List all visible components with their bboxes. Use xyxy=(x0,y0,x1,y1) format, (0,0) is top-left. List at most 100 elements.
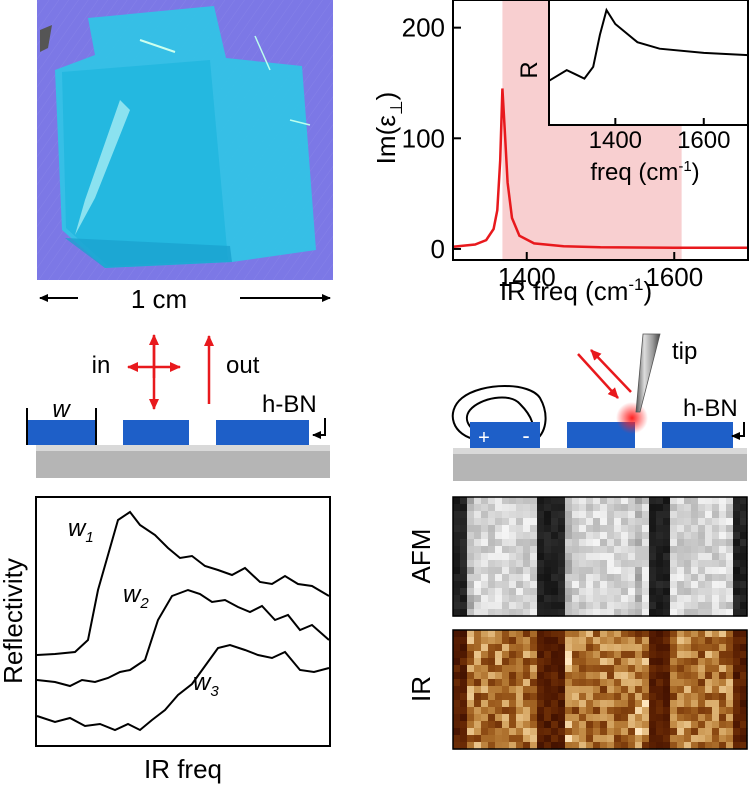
ir-pixel xyxy=(467,686,475,694)
ir-pixel xyxy=(488,742,496,750)
ir-pixel xyxy=(642,700,650,708)
ir-pixel xyxy=(684,658,692,666)
afm-pixel xyxy=(740,588,748,596)
ir-pixel xyxy=(474,686,482,694)
ir-pixel xyxy=(551,707,559,715)
ir-pixel xyxy=(691,637,699,645)
afm-pixel xyxy=(607,588,615,596)
afm-pixel xyxy=(453,539,461,547)
ir-pixel xyxy=(621,637,629,645)
afm-pixel xyxy=(453,511,461,519)
afm-pixel xyxy=(677,497,685,505)
ir-pixel xyxy=(670,700,678,708)
ir-pixel xyxy=(579,637,587,645)
afm-pixel xyxy=(509,567,517,575)
afm-pixel xyxy=(740,511,748,519)
ir-pixel xyxy=(516,686,524,694)
ir-pixel xyxy=(705,637,713,645)
ir-pixel xyxy=(544,651,552,659)
ir-pixel xyxy=(733,700,741,708)
ir-pixel xyxy=(614,630,622,638)
scale-bar: 1 cm xyxy=(39,284,331,314)
ir-pixel xyxy=(614,728,622,736)
ir-pixel xyxy=(537,651,545,659)
ir-pixel xyxy=(628,735,636,743)
afm-pixel xyxy=(614,532,622,540)
ir-pixel xyxy=(579,693,587,701)
im-eps-series-line xyxy=(452,88,748,250)
afm-pixel xyxy=(572,574,580,582)
ir-pixel xyxy=(642,658,650,666)
afm-pixel xyxy=(649,497,657,505)
afm-pixel xyxy=(691,581,699,589)
afm-pixel xyxy=(649,581,657,589)
ir-pixel xyxy=(614,707,622,715)
ir-pixel xyxy=(684,728,692,736)
ir-pixel xyxy=(488,658,496,666)
ir-pixel xyxy=(621,644,629,652)
ir-pixel xyxy=(649,735,657,743)
ir-pixel xyxy=(572,700,580,708)
ir-pixel xyxy=(642,679,650,687)
afm-pixel xyxy=(544,581,552,589)
afm-pixel xyxy=(635,595,643,603)
afm-pixel xyxy=(537,581,545,589)
ir-pixel xyxy=(537,700,545,708)
afm-pixel xyxy=(495,609,503,617)
ir-pixel xyxy=(495,630,503,638)
afm-pixel xyxy=(642,497,650,505)
ir-pixel xyxy=(579,672,587,680)
afm-pixel xyxy=(733,602,741,610)
afm-pixel xyxy=(537,602,545,610)
ir-pixel xyxy=(572,672,580,680)
ir-pixel xyxy=(460,644,468,652)
ir-pixel xyxy=(670,679,678,687)
outgoing-label: out xyxy=(226,352,260,379)
afm-pixel xyxy=(537,574,545,582)
ir-pixel xyxy=(467,658,475,666)
ir-pixel xyxy=(740,665,748,673)
ir-pixel xyxy=(719,735,727,743)
afm-pixel xyxy=(544,609,552,617)
afm-pixel xyxy=(663,595,671,603)
afm-pixel xyxy=(516,567,524,575)
afm-pixel xyxy=(684,504,692,512)
afm-pixel xyxy=(621,602,629,610)
afm-pixel xyxy=(628,546,636,554)
ir-pixel xyxy=(460,742,468,750)
ir-pixel xyxy=(656,665,664,673)
ir-pixel xyxy=(663,665,671,673)
ir-pixel xyxy=(600,728,608,736)
ir-pixel xyxy=(684,651,692,659)
afm-pixel xyxy=(558,511,566,519)
afm-pixel xyxy=(516,504,524,512)
afm-pixel xyxy=(502,497,510,505)
afm-pixel xyxy=(523,567,531,575)
ir-pixel xyxy=(712,728,720,736)
ir-pixel xyxy=(705,700,713,708)
ir-pixel xyxy=(453,700,461,708)
ir-pixel xyxy=(684,637,692,645)
ir-pixel xyxy=(502,665,510,673)
afm-pixel xyxy=(467,511,475,519)
ir-pixel xyxy=(509,644,517,652)
afm-pixel xyxy=(537,560,545,568)
ir-pixel xyxy=(579,644,587,652)
afm-pixel xyxy=(516,560,524,568)
ir-pixel xyxy=(635,693,643,701)
afm-pixel xyxy=(670,525,678,533)
ir-pixel xyxy=(551,630,559,638)
ir-pixel xyxy=(691,693,699,701)
afm-pixel xyxy=(726,511,734,519)
afm-pixel xyxy=(530,609,538,617)
ir-pixel xyxy=(698,630,706,638)
afm-pixel xyxy=(516,581,524,589)
ir-pixel xyxy=(726,637,734,645)
afm-pixel xyxy=(523,595,531,603)
ir-pixel xyxy=(565,644,573,652)
afm-pixel xyxy=(733,497,741,505)
ir-pixel xyxy=(621,658,629,666)
ir-pixel xyxy=(621,707,629,715)
afm-pixel xyxy=(488,581,496,589)
ir-pixel xyxy=(551,742,559,750)
